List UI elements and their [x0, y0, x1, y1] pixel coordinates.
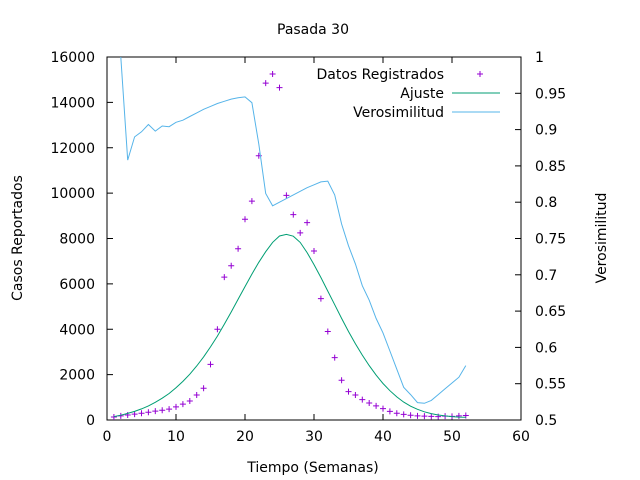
data-point — [166, 406, 173, 413]
series-datos-registrados — [110, 71, 469, 421]
y-tick-label: 8000 — [59, 232, 95, 248]
legend-label: Verosimilitud — [353, 105, 444, 121]
data-point — [214, 326, 221, 333]
axes: 0 10 20 30 40 50 60 0 2000 4000 6000 8000 10000 12000… — [50, 50, 566, 445]
data-point — [179, 401, 186, 408]
data-point — [248, 198, 255, 205]
data-point — [373, 402, 380, 409]
plot-border — [106, 56, 522, 421]
y2-tick-label: 0.55 — [535, 377, 566, 393]
data-point — [400, 411, 407, 418]
y-tick-label: 10000 — [50, 186, 95, 202]
y2-tick-label: 0.75 — [535, 232, 566, 248]
data-point — [152, 408, 159, 415]
chart-title: Pasada 30 — [277, 22, 349, 38]
data-point — [462, 412, 469, 419]
x-tick-label: 10 — [167, 429, 185, 445]
data-point — [235, 245, 242, 252]
y2-tick-label: 0.85 — [535, 159, 566, 175]
data-point — [138, 410, 145, 417]
legend-label: Datos Registrados — [316, 67, 444, 83]
y-tick-label: 6000 — [59, 277, 95, 293]
x-tick-label: 20 — [236, 429, 254, 445]
data-point — [290, 211, 297, 218]
data-point — [145, 409, 152, 416]
data-point — [159, 407, 166, 414]
data-point — [366, 399, 373, 406]
data-point — [193, 392, 200, 399]
data-point — [407, 412, 414, 419]
x-tick-label: 30 — [305, 429, 323, 445]
x-tick-label: 60 — [512, 429, 530, 445]
data-point — [324, 328, 331, 335]
series-line — [113, 233, 466, 418]
data-point — [331, 354, 338, 361]
data-point — [338, 377, 345, 384]
data-point — [386, 408, 393, 415]
y2-tick-label: 0.6 — [535, 340, 557, 356]
x-tick-label: 0 — [103, 429, 112, 445]
data-point — [304, 219, 311, 226]
x-tick-label: 50 — [443, 429, 461, 445]
series-verosimilitud — [120, 56, 467, 404]
y2-tick-label: 0.7 — [535, 268, 557, 284]
y2-axis-label: Verosimilitud — [594, 193, 610, 284]
data-point — [393, 410, 400, 417]
data-point — [269, 71, 276, 78]
data-point — [352, 392, 359, 399]
data-point — [110, 414, 117, 421]
data-point — [428, 413, 435, 420]
legend-label: Ajuste — [400, 86, 444, 102]
data-point — [359, 396, 366, 403]
y2-tick-label: 0.5 — [535, 413, 557, 429]
data-point — [200, 385, 207, 392]
y-tick-label: 12000 — [50, 141, 95, 157]
data-point — [186, 397, 193, 404]
y2-tick-label: 0.65 — [535, 304, 566, 320]
x-tick-label: 40 — [374, 429, 392, 445]
data-point — [421, 413, 428, 420]
data-point — [311, 247, 317, 254]
data-point — [228, 262, 235, 269]
y2-tick-label: 0.9 — [535, 123, 557, 139]
legend: Datos Registrados Ajuste Verosimilitud — [316, 67, 500, 121]
data-point — [276, 84, 283, 91]
legend-marker — [477, 71, 483, 77]
y-tick-label: 2000 — [59, 368, 95, 384]
data-point — [221, 274, 228, 281]
data-point — [173, 403, 179, 410]
y-tick-label: 16000 — [50, 50, 95, 66]
y2-tick-label: 0.95 — [535, 86, 566, 102]
y-tick-label: 4000 — [59, 322, 95, 338]
series-ajuste — [113, 233, 466, 418]
series-layer — [110, 56, 469, 421]
x-axis-label: Tiempo (Semanas) — [246, 460, 379, 476]
y-tick-label: 0 — [86, 413, 95, 429]
series-line — [120, 56, 467, 404]
data-point — [242, 216, 248, 223]
data-point — [131, 411, 138, 418]
data-point — [414, 412, 421, 419]
data-point — [380, 405, 386, 412]
data-point — [207, 361, 214, 368]
y2-tick-label: 1 — [535, 50, 544, 66]
y2-tick-label: 0.8 — [535, 195, 557, 211]
y-axis-label: Casos Reportados — [10, 175, 26, 301]
data-point — [297, 229, 304, 236]
data-point — [345, 388, 352, 395]
data-point — [283, 192, 290, 199]
data-point — [262, 80, 269, 87]
y-tick-label: 14000 — [50, 95, 95, 111]
data-point — [317, 295, 324, 302]
data-point — [455, 412, 462, 419]
